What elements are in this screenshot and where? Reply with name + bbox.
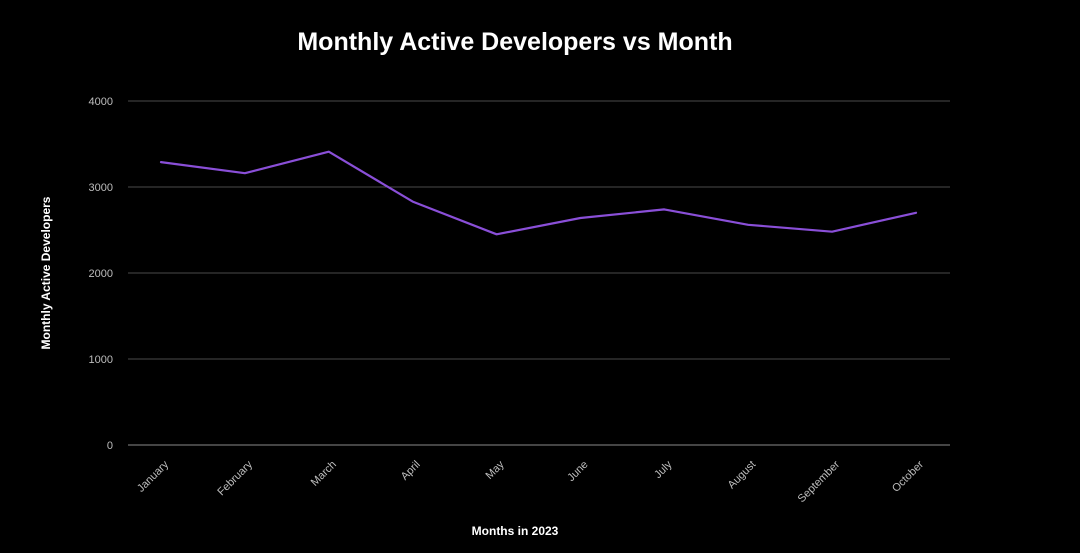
y-tick-label: 1000 xyxy=(89,354,113,366)
y-axis-ticks: 0 1000 2000 3000 4000 xyxy=(89,96,113,452)
data-point xyxy=(913,210,919,216)
x-tick-label: June xyxy=(565,459,590,484)
grid-lines xyxy=(128,100,950,446)
data-point xyxy=(158,159,164,165)
data-point xyxy=(410,199,416,205)
x-tick-label: April xyxy=(399,459,423,483)
data-point xyxy=(577,215,583,221)
x-axis-label: Months in 2023 xyxy=(472,524,559,538)
y-tick-label: 3000 xyxy=(89,182,113,194)
data-point xyxy=(494,231,500,237)
y-axis-label: Monthly Active Developers xyxy=(39,196,53,349)
data-point xyxy=(745,222,751,228)
data-point xyxy=(242,170,248,176)
data-point xyxy=(829,229,835,235)
x-tick-label: September xyxy=(796,458,843,505)
series-line xyxy=(159,150,918,236)
x-tick-label: August xyxy=(726,459,759,492)
x-axis-ticks: January February March April May June July Augu… xyxy=(135,458,926,505)
chart-title: Monthly Active Developers vs Month xyxy=(297,28,732,56)
series-lines xyxy=(158,149,919,237)
x-tick-label: October xyxy=(890,458,926,494)
data-point xyxy=(661,206,667,212)
y-tick-label: 0 xyxy=(107,440,113,452)
y-tick-label: 4000 xyxy=(89,96,113,108)
x-tick-label: January xyxy=(135,458,172,495)
x-tick-label: July xyxy=(652,458,675,481)
x-tick-label: March xyxy=(309,459,339,489)
data-point xyxy=(326,149,332,155)
y-tick-label: 2000 xyxy=(89,268,113,280)
x-tick-label: February xyxy=(215,458,255,498)
x-tick-label: May xyxy=(483,458,507,482)
